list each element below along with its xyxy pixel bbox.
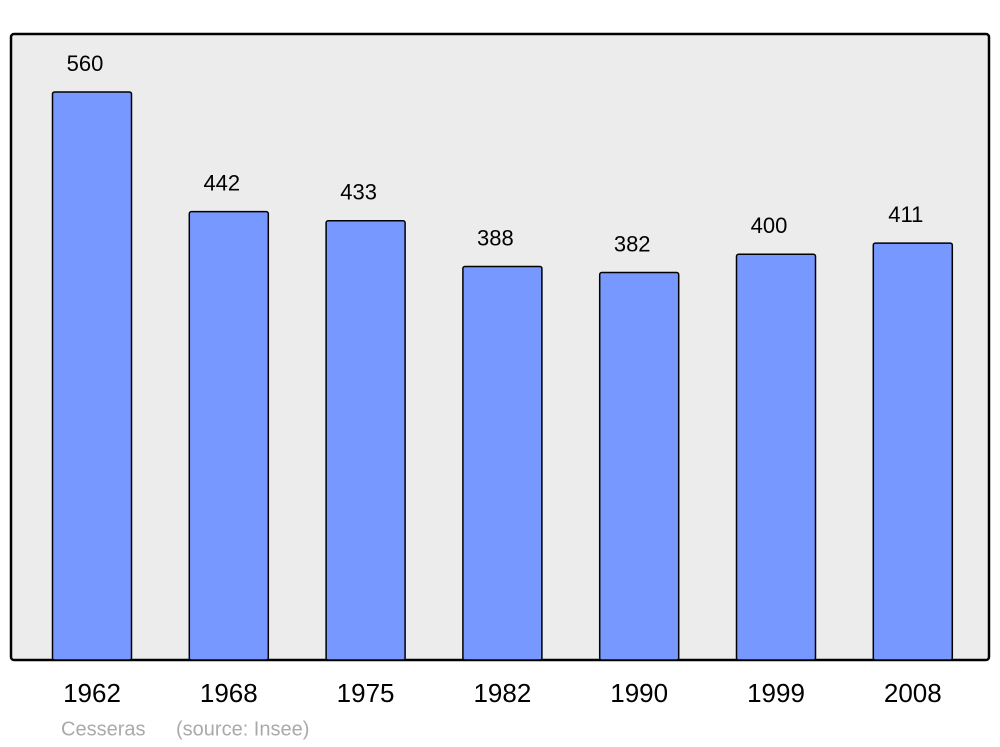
bar [462,265,543,661]
bar [188,210,270,661]
x-tick-label: 1968 [200,678,258,708]
value-label: 400 [751,213,788,238]
value-label: 382 [614,231,651,256]
x-tick-label: 1975 [337,678,395,708]
x-tick-label: 2008 [884,678,942,708]
x-tick-label: 1982 [473,678,531,708]
value-label: 560 [67,51,104,76]
bar [872,242,954,661]
bar [51,91,133,661]
bar [598,271,680,661]
source-note: (source: Insee) [176,718,309,740]
value-label: 442 [203,170,240,195]
x-tick-label: 1962 [63,678,121,708]
place-name: Cesseras [61,718,145,740]
bar [325,220,406,661]
x-tick-label: 1999 [747,678,805,708]
x-tick-label: 1990 [610,678,668,708]
bar [735,253,817,661]
value-label: 433 [340,180,377,205]
value-label: 411 [888,202,923,227]
value-label: 388 [477,225,514,250]
